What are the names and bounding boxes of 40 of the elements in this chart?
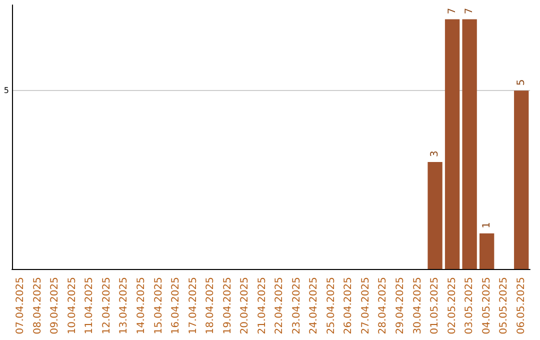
data-label: 7	[446, 8, 458, 14]
x-tick-label: 01.05.2025	[430, 277, 441, 334]
x-tick-label: 13.04.2025	[118, 277, 130, 334]
x-tick-label: 05.05.2025	[498, 277, 510, 334]
x-tick-label: 08.04.2025	[32, 277, 44, 334]
bar	[462, 19, 477, 269]
x-tick-label: 06.05.2025	[516, 277, 527, 334]
x-tick-label: 19.04.2025	[222, 277, 234, 334]
x-tick-label: 18.04.2025	[205, 277, 216, 334]
x-tick-label: 04.05.2025	[481, 277, 492, 334]
x-tick-label: 03.05.2025	[464, 277, 476, 334]
x-tick-label: 25.04.2025	[326, 277, 337, 334]
x-tick-label: 24.04.2025	[308, 277, 320, 334]
x-tick-label: 10.04.2025	[66, 277, 78, 334]
x-tick-label: 09.04.2025	[50, 277, 61, 334]
bar	[428, 162, 442, 269]
data-label: 1	[481, 222, 492, 228]
x-tick-label: 07.04.2025	[15, 277, 26, 334]
x-tick-label: 21.04.2025	[256, 277, 268, 334]
bar	[514, 90, 529, 269]
x-tick-label: 28.04.2025	[378, 277, 389, 334]
x-tick-label: 02.05.2025	[446, 277, 458, 334]
data-label: 7	[464, 8, 476, 14]
x-tick-label: 17.04.2025	[188, 277, 199, 334]
x-tick-label: 29.04.2025	[395, 277, 406, 334]
x-tick-label: 22.04.2025	[274, 277, 286, 334]
x-tick-label: 20.04.2025	[240, 277, 251, 334]
x-tick-label: 12.04.2025	[101, 277, 112, 334]
x-tick-label: 16.04.2025	[170, 277, 182, 334]
data-label: 3	[430, 150, 441, 157]
x-tick-label: 30.04.2025	[412, 277, 424, 334]
data-label: 5	[516, 79, 527, 86]
bar	[479, 233, 494, 269]
x-tick-label: 23.04.2025	[291, 277, 302, 334]
x-tick-label: 27.04.2025	[360, 277, 372, 334]
x-tick-label: 15.04.2025	[153, 277, 164, 334]
x-tick-label: 26.04.2025	[343, 277, 354, 334]
x-tick-label: 11.04.2025	[84, 277, 96, 334]
bar	[444, 19, 460, 269]
x-tick-label: 14.04.2025	[136, 277, 147, 334]
